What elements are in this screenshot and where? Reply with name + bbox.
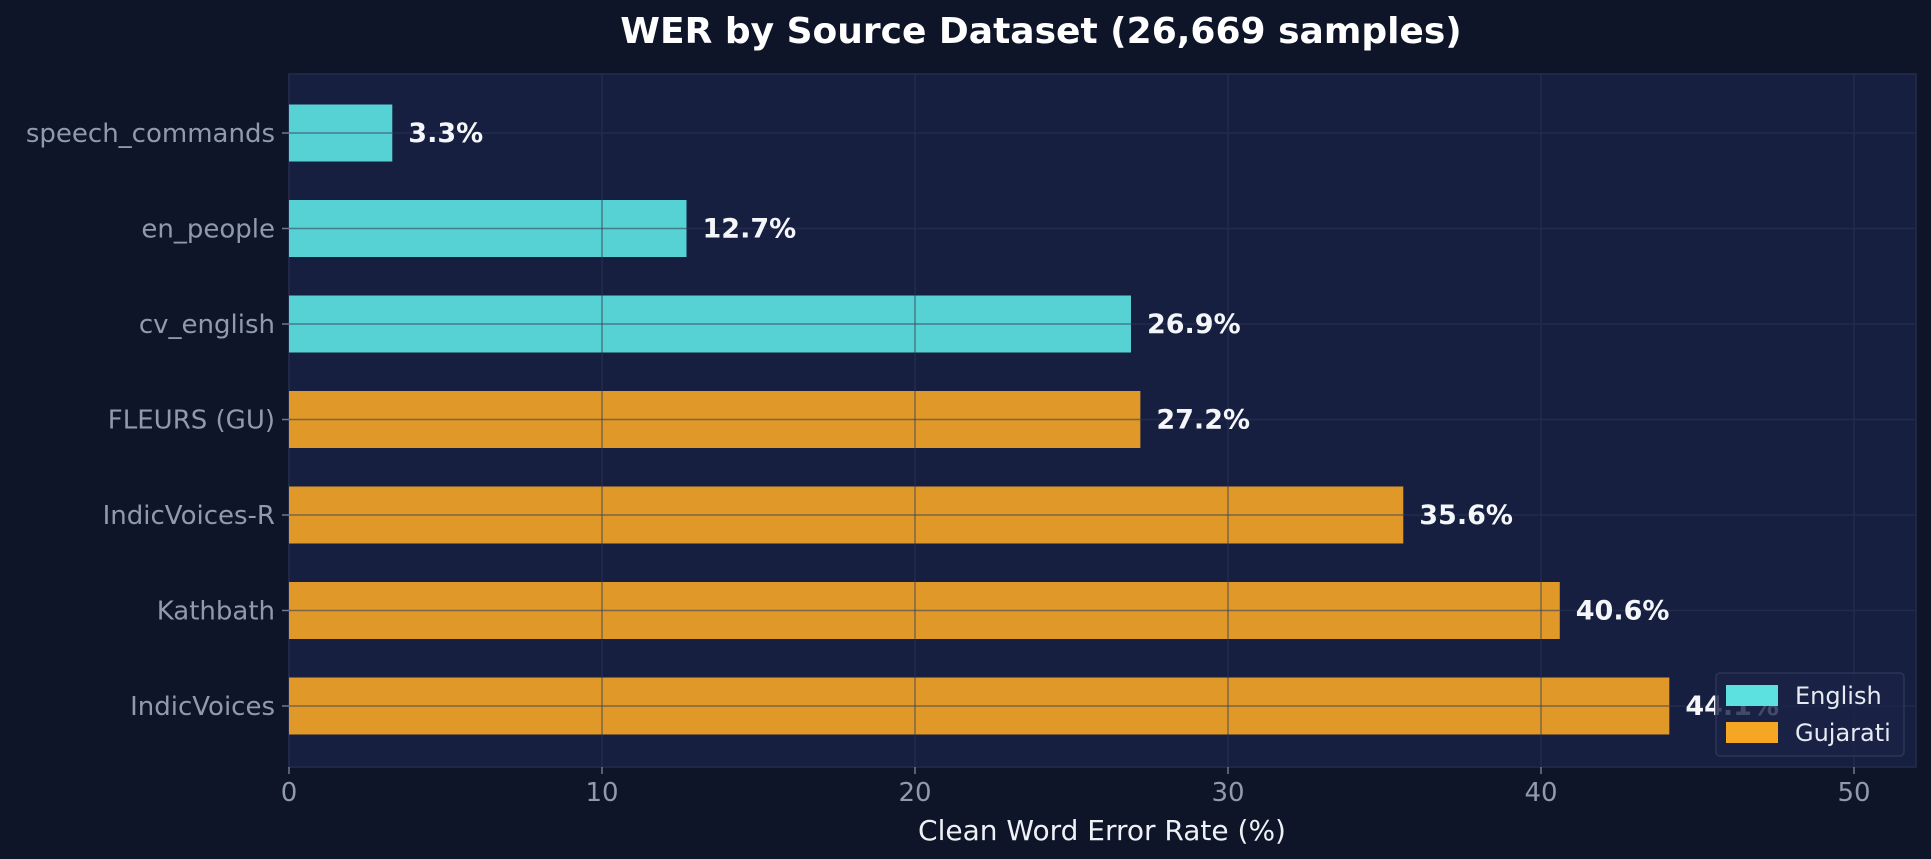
chart-title: WER by Source Dataset (26,669 samples) xyxy=(620,11,1461,52)
data-label: 26.9% xyxy=(1147,309,1241,340)
x-tick-label: 20 xyxy=(898,778,931,808)
legend-swatch xyxy=(1726,722,1778,743)
bar-overlay-grid xyxy=(289,132,1670,735)
legend-swatch xyxy=(1726,685,1778,706)
x-tick-label: 40 xyxy=(1524,778,1557,808)
x-axis-label: Clean Word Error Rate (%) xyxy=(918,814,1286,847)
y-tick-label: IndicVoices-R xyxy=(103,501,275,531)
data-label: 40.6% xyxy=(1576,596,1670,627)
x-tick-labels: 0 10 20 30 40 50 xyxy=(281,767,1871,808)
y-tick-label: speech_commands xyxy=(26,119,275,149)
data-labels: 3.3%12.7%26.9%27.2%35.6%40.6%44.1% xyxy=(408,118,1779,722)
x-tick-label: 10 xyxy=(585,778,618,808)
y-tick-label: Kathbath xyxy=(157,597,275,627)
data-label: 27.2% xyxy=(1156,405,1250,436)
y-tick-label: IndicVoices xyxy=(130,692,275,722)
data-label: 3.3% xyxy=(408,118,483,149)
legend: English Gujarati xyxy=(1715,672,1905,757)
x-tick-label: 30 xyxy=(1211,778,1244,808)
data-label: 35.6% xyxy=(1419,500,1513,531)
y-tick-label: FLEURS (GU) xyxy=(108,406,275,436)
legend-label: English xyxy=(1795,682,1882,710)
data-label: 12.7% xyxy=(703,214,797,245)
y-tick-label: en_people xyxy=(141,215,275,245)
x-tick-label: 0 xyxy=(281,778,298,808)
x-tick-label: 50 xyxy=(1837,778,1870,808)
y-tick-label: cv_english xyxy=(139,310,275,340)
y-tick-labels: speech_commands en_people cv_english FLEURS… xyxy=(26,119,289,722)
legend-label: Gujarati xyxy=(1795,719,1891,747)
